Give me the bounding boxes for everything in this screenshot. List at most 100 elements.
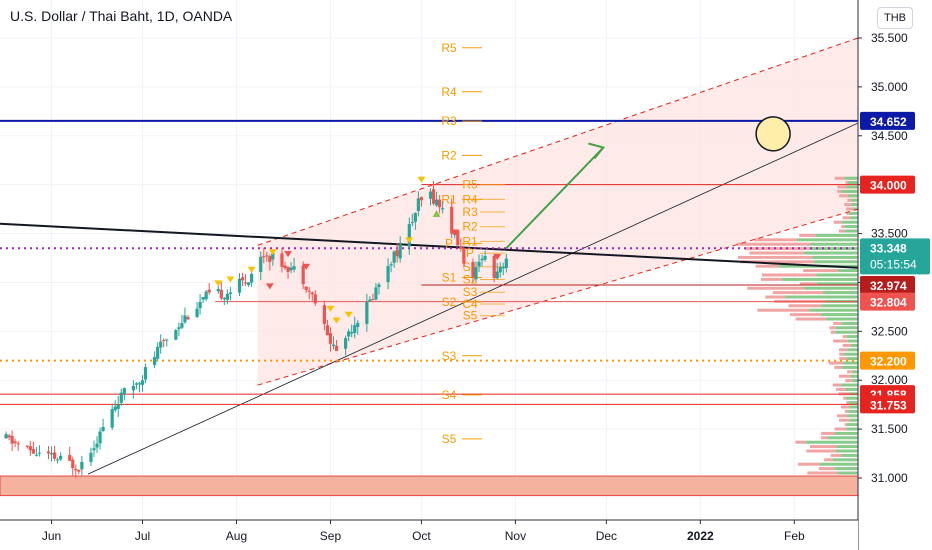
candle-body <box>177 327 181 330</box>
profile-bar-sell <box>830 330 836 334</box>
candle-body <box>240 277 245 281</box>
profile-bar-sell <box>761 277 782 281</box>
candle-body <box>195 308 199 317</box>
profile-bar-buy <box>841 321 858 325</box>
channel-fill <box>257 38 858 386</box>
candle-body <box>271 252 275 260</box>
candle-body <box>386 266 390 283</box>
profile-bar-buy <box>815 233 858 237</box>
profile-bar-buy <box>846 396 858 400</box>
profile-bar-sell <box>846 211 849 215</box>
candle-body <box>207 289 211 293</box>
candle-body <box>353 325 357 334</box>
profile-bar-sell <box>736 242 811 246</box>
profile-bar-sell <box>821 431 835 435</box>
profile-bar-sell <box>842 216 850 220</box>
signal-marker <box>493 254 502 260</box>
x-tick-label: Oct <box>412 529 431 543</box>
profile-bar-sell <box>772 291 823 295</box>
profile-bar-buy <box>847 194 858 198</box>
profile-bar-sell <box>799 282 818 286</box>
profile-bar-sell <box>754 238 798 242</box>
candle-body <box>268 256 272 262</box>
profile-bar-sell <box>833 220 842 224</box>
price-tag-bg <box>860 292 915 311</box>
candle-body <box>498 266 502 273</box>
profile-bar-buy <box>840 383 858 387</box>
target-circle <box>755 116 791 152</box>
profile-bar-buy <box>826 317 858 321</box>
profile-bar-sell <box>765 295 786 299</box>
signal-marker <box>405 237 414 244</box>
candle-body <box>159 341 163 348</box>
pivot-label-R2: R2 <box>441 148 457 162</box>
profile-bar-sell <box>838 348 848 352</box>
profile-bar-buy <box>835 330 858 334</box>
y-tick-label: 35.000 <box>871 80 908 94</box>
profile-bar-buy <box>797 238 858 242</box>
profile-bar-sell <box>824 458 833 462</box>
candle-body <box>153 357 157 366</box>
pivot-small-label-S3: S3 <box>463 285 478 299</box>
channel-upper-line <box>257 37 859 246</box>
profile-bar-buy <box>810 242 858 246</box>
profile-bar-sell <box>845 379 853 383</box>
candle-body <box>74 468 78 471</box>
profile-bar-sell <box>803 269 839 273</box>
candle-body <box>283 265 287 269</box>
price-tag-bg <box>860 111 915 130</box>
x-tick-label: Aug <box>226 529 247 543</box>
signal-marker <box>214 280 223 287</box>
profile-bar-sell <box>838 229 845 233</box>
price-tag-bg <box>860 175 915 194</box>
candle-body <box>347 331 351 337</box>
profile-bar-sell <box>835 387 846 391</box>
profile-bar-buy <box>832 458 858 462</box>
candle-body <box>13 441 17 444</box>
volume-profile <box>736 176 858 475</box>
x-tick-label: Nov <box>505 529 526 543</box>
candle-body <box>350 332 354 334</box>
profile-bar-buy <box>847 414 858 418</box>
profile-bar-sell <box>844 203 852 207</box>
candle-body <box>28 446 32 451</box>
candle-body <box>16 443 20 445</box>
price-tag-31.753: 31.753 <box>870 398 907 412</box>
profile-bar-buy <box>846 423 858 427</box>
candle-body <box>180 323 184 328</box>
candle-body <box>10 435 14 444</box>
candle-body <box>101 426 105 432</box>
profile-bar-sell <box>834 365 843 369</box>
candle-body <box>95 443 99 448</box>
candle-body <box>183 315 187 323</box>
profile-bar-buy <box>850 374 858 378</box>
candle-body <box>313 294 317 304</box>
candlesticks <box>4 181 508 478</box>
price-tags: 34.65234.00033.35032.97432.80432.20031.8… <box>860 111 930 414</box>
chart-title: U.S. Dollar / Thai Baht, 1D, OANDA <box>10 8 233 24</box>
price-tag-32.804: 32.804 <box>870 296 907 310</box>
price-tag-34.652: 34.652 <box>870 115 907 129</box>
candle-body <box>431 189 436 204</box>
profile-bar-buy <box>847 348 858 352</box>
profile-bar-buy <box>846 357 858 361</box>
candle-body <box>434 199 439 206</box>
candle-body <box>331 344 336 347</box>
currency-badge[interactable]: THB <box>877 7 913 29</box>
profile-bar-sell <box>846 401 849 405</box>
candle-body <box>219 289 223 299</box>
profile-bar-buy <box>849 405 858 409</box>
signal-marker <box>268 249 277 256</box>
profile-bar-buy <box>838 269 858 273</box>
signal-marker <box>226 276 235 283</box>
profile-bar-sell <box>757 308 810 312</box>
candle-body <box>122 388 126 394</box>
candle-body <box>225 293 229 300</box>
profile-bar-sell <box>833 339 848 343</box>
signal-marker <box>332 317 341 324</box>
candle-body <box>438 199 442 208</box>
profile-bar-sell <box>795 440 806 444</box>
candle-body <box>492 255 496 278</box>
profile-bar-buy <box>804 286 858 290</box>
